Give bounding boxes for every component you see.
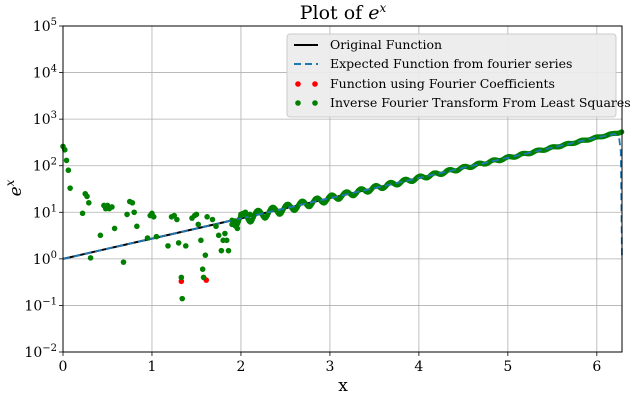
y-tick-label: 101 xyxy=(33,203,57,221)
least-squares-point xyxy=(199,266,206,272)
x-axis-label: x xyxy=(338,376,348,396)
y-tick-label: 102 xyxy=(33,157,57,175)
least-squares-point xyxy=(222,230,228,237)
x-tick-label: 1 xyxy=(148,359,157,375)
least-squares-point xyxy=(195,221,202,228)
least-squares-point xyxy=(87,255,94,261)
y-tick-label: 10−1 xyxy=(24,296,57,314)
least-squares-point xyxy=(129,199,136,206)
least-squares-point xyxy=(182,243,189,249)
series-expected-fourier xyxy=(62,133,623,260)
least-squares-point xyxy=(200,274,207,281)
legend-label-fourier-coefficients: Function using Fourier Coefficients xyxy=(330,76,555,91)
chart-title: Plot of ex xyxy=(300,1,387,24)
legend-marker-least-squares xyxy=(295,100,301,106)
least-squares-point xyxy=(97,232,104,239)
least-squares-point xyxy=(223,237,230,244)
tick-labels: 0 1 2 3 4 5 6 10−2 10−1 100 101 102 103 104 105 xyxy=(24,17,601,375)
least-squares-point xyxy=(171,212,178,219)
least-squares-point xyxy=(86,199,92,206)
plot-area xyxy=(60,129,625,302)
least-squares-point xyxy=(218,247,225,254)
x-tick-label: 0 xyxy=(59,359,68,375)
least-squares-point xyxy=(213,223,219,230)
least-squares-point xyxy=(178,274,185,281)
least-squares-point xyxy=(150,213,157,220)
least-squares-point xyxy=(153,233,160,240)
legend-label-least-squares: Inverse Fourier Transform From Least Squ… xyxy=(330,95,631,110)
legend: Original Function Expected Function from… xyxy=(286,33,631,118)
axes xyxy=(59,25,623,356)
least-squares-point xyxy=(67,185,73,191)
least-squares-point xyxy=(131,209,137,216)
least-squares-point xyxy=(144,235,151,241)
least-squares-point xyxy=(124,211,130,218)
least-squares-point xyxy=(234,225,241,232)
least-squares-point xyxy=(165,243,171,249)
least-squares-point xyxy=(84,193,90,200)
least-squares-point xyxy=(242,209,249,216)
least-squares-point xyxy=(179,295,186,302)
x-tick-label: 6 xyxy=(592,359,601,375)
fourier-coefficient-point xyxy=(178,278,185,285)
least-squares-point xyxy=(225,247,232,254)
least-squares-point xyxy=(134,223,140,230)
least-squares-point xyxy=(215,232,222,239)
legend-marker-fourier-coefficients xyxy=(312,81,318,87)
least-squares-point xyxy=(209,216,216,223)
least-squares-point xyxy=(174,216,180,223)
plot-frame xyxy=(62,25,623,353)
least-squares-point xyxy=(202,252,209,258)
y-tick-label: 105 xyxy=(33,17,57,35)
legend-label-original: Original Function xyxy=(330,37,442,52)
least-squares-point xyxy=(238,211,244,218)
least-squares-point xyxy=(109,204,115,210)
x-tick-label: 2 xyxy=(236,359,245,375)
least-squares-point xyxy=(65,167,72,174)
y-tick-label: 104 xyxy=(33,64,57,82)
x-tick-label: 4 xyxy=(414,359,423,375)
legend-marker-fourier-coefficients xyxy=(295,81,301,87)
least-squares-point xyxy=(120,259,127,265)
least-squares-point xyxy=(111,225,118,232)
y-tick-label: 100 xyxy=(33,250,57,268)
x-tick-label: 5 xyxy=(503,359,512,375)
y-tick-label: 10−2 xyxy=(24,343,57,361)
least-squares-point xyxy=(193,211,200,218)
least-squares-point xyxy=(79,210,86,217)
legend-marker-least-squares xyxy=(312,100,318,106)
least-squares-point xyxy=(247,211,253,218)
least-squares-point xyxy=(204,213,210,220)
x-tick-label: 3 xyxy=(325,359,334,375)
least-squares-point xyxy=(198,237,204,244)
y-axis-label: ex xyxy=(3,179,26,196)
legend-box xyxy=(286,33,617,118)
least-squares-point xyxy=(63,157,70,164)
least-squares-point xyxy=(231,218,238,224)
legend-label-expected: Expected Function from fourier series xyxy=(330,56,572,71)
y-tick-label: 103 xyxy=(33,110,57,128)
least-squares-point xyxy=(175,240,182,246)
